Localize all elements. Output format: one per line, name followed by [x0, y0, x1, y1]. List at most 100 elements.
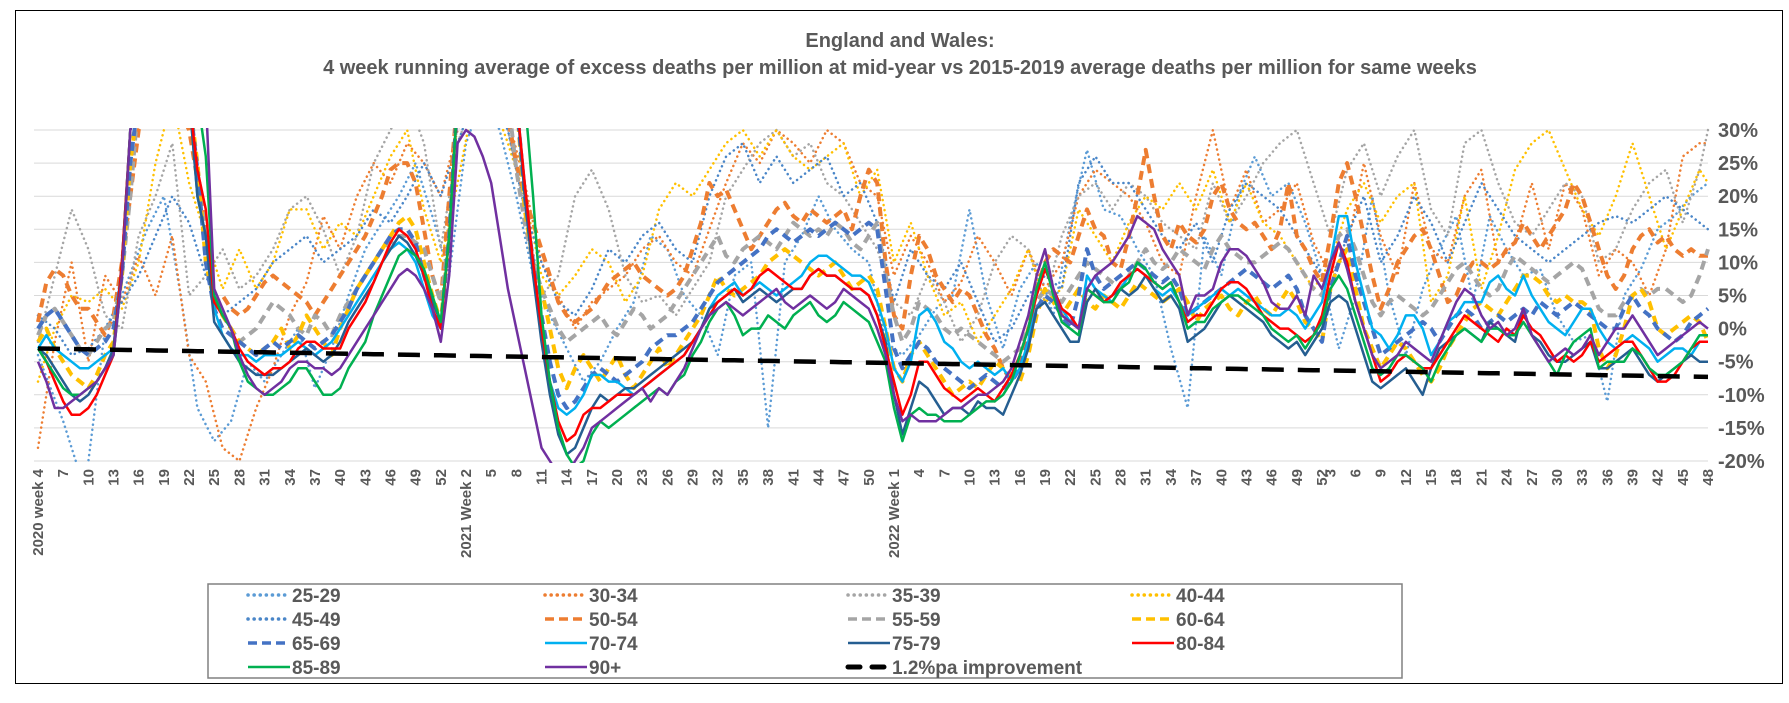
x-tick-label: 47	[836, 469, 853, 486]
x-tick-label: 2022 Week 1	[886, 469, 903, 558]
x-tick-label: 32	[710, 469, 727, 486]
legend-label: 35-39	[892, 586, 941, 607]
x-tick-label: 13	[987, 469, 1004, 486]
legend-label: 30-34	[589, 586, 638, 607]
series-line-1-2-pa-improvement	[37, 346, 1709, 380]
x-tick-label: 28	[231, 469, 248, 486]
x-axis-ticks: 2020 week 4 7 10 13 16 19 22 25 28 31 34 37 40 43 46 49…	[30, 468, 1717, 558]
x-tick-label: 25	[206, 469, 223, 486]
x-tick-label: 30	[1549, 469, 1566, 486]
y-tick-label: -15%	[1718, 418, 1765, 440]
series-line-45-49	[36, 128, 1710, 357]
legend-label: 65-69	[292, 634, 341, 655]
y-tick-label: 0%	[1718, 319, 1747, 341]
x-tick-label: 10	[962, 469, 979, 486]
x-tick-label: 20	[609, 469, 626, 486]
legend-label: 25-29	[292, 586, 341, 607]
chart-subtitle: 4 week running average of excess deaths …	[323, 57, 1477, 79]
x-tick-label: 13	[106, 469, 123, 486]
x-tick-label: 19	[1037, 469, 1054, 486]
x-tick-label: 23	[634, 469, 651, 486]
x-tick-label: 42	[1650, 469, 1667, 486]
legend: 25-29 30-34 35-39 40-44 45-49 50-54 55-59 60-64…	[246, 586, 1225, 679]
x-tick-label: 43	[1238, 469, 1255, 486]
legend-label: 75-79	[892, 634, 941, 655]
x-tick-label: 48	[1700, 469, 1717, 486]
y-tick-label: 10%	[1718, 252, 1758, 274]
legend-box	[207, 583, 1403, 679]
y-axis-ticks: 30% 25% 20% 15% 10% 5% 0% -5% -10% -15% -20%	[1718, 120, 1765, 473]
x-tick-label: 16	[1012, 469, 1029, 486]
y-tick-label: 20%	[1718, 186, 1758, 208]
x-tick-label: 14	[559, 468, 576, 485]
legend-label: 45-49	[292, 610, 341, 631]
x-tick-label: 25	[1087, 469, 1104, 486]
x-tick-label: 11	[534, 469, 551, 485]
legend-label: 70-74	[589, 634, 638, 655]
x-tick-label: 9	[1373, 469, 1390, 477]
x-tick-label: 27	[1524, 469, 1541, 486]
x-tick-label: 43	[357, 469, 374, 486]
x-tick-label: 22	[1062, 469, 1079, 486]
series-line-50-54	[36, 128, 1708, 384]
x-tick-label: 2020 week 4	[30, 468, 47, 555]
x-tick-label: 35	[735, 469, 752, 486]
series-lines	[36, 128, 1710, 463]
x-tick-label: 31	[1138, 469, 1155, 486]
chart-title: England and Wales:	[805, 30, 994, 52]
x-tick-label: 18	[1448, 469, 1465, 486]
x-tick-label: 34	[282, 468, 299, 485]
x-tick-label: 21	[1473, 469, 1490, 486]
series-line-80-84	[36, 128, 1708, 443]
x-tick-label: 22	[181, 469, 198, 486]
x-tick-label: 5	[483, 469, 500, 477]
x-tick-label: 15	[1423, 469, 1440, 486]
x-tick-label: 7	[55, 469, 72, 477]
x-tick-label: 46	[1264, 469, 1281, 486]
x-tick-label: 36	[1599, 469, 1616, 486]
series-line-75-79	[37, 128, 1708, 456]
x-tick-label: 44	[810, 468, 827, 485]
x-tick-label: 40	[332, 469, 349, 486]
x-tick-label: 50	[861, 469, 878, 486]
x-tick-label: 17	[584, 469, 601, 486]
y-tick-label: 5%	[1718, 286, 1747, 308]
legend-label: 55-59	[892, 610, 941, 631]
x-tick-label: 38	[760, 469, 777, 486]
legend-label: 60-64	[1176, 610, 1225, 631]
x-tick-label: 10	[80, 469, 97, 486]
x-tick-label: 4	[911, 468, 928, 477]
x-tick-label: 29	[685, 469, 702, 486]
y-tick-label: -10%	[1718, 385, 1765, 407]
x-tick-label: 37	[307, 469, 324, 486]
x-tick-label: 49	[408, 469, 425, 486]
legend-label: 80-84	[1176, 634, 1225, 655]
x-tick-label: 12	[1398, 469, 1415, 486]
y-tick-label: 25%	[1718, 153, 1758, 175]
x-tick-label: 45	[1675, 469, 1692, 486]
legend-label: 90+	[589, 658, 621, 679]
legend-label: 85-89	[292, 658, 341, 679]
legend-label: 50-54	[589, 610, 638, 631]
legend-label: 40-44	[1176, 586, 1225, 607]
x-tick-label: 39	[1624, 469, 1641, 486]
x-tick-label: 49	[1289, 469, 1306, 486]
x-tick-label: 3	[1322, 469, 1339, 477]
series-line-85-89	[36, 128, 1708, 463]
legend-label: 1.2%pa improvement	[892, 658, 1083, 679]
x-tick-label: 52	[1314, 469, 1331, 486]
y-tick-label: 30%	[1718, 120, 1758, 142]
y-tick-label: -5%	[1718, 352, 1754, 374]
x-tick-label: 26	[659, 469, 676, 486]
x-tick-label: 37	[1188, 469, 1205, 486]
x-tick-label: 52	[433, 469, 450, 486]
series-line-90-	[36, 128, 1709, 463]
x-tick-label: 28	[1113, 469, 1130, 486]
y-tick-label: 15%	[1718, 219, 1758, 241]
series-line-35-39	[36, 128, 1710, 344]
x-tick-label: 2021 Week 2	[458, 469, 475, 558]
x-tick-label: 24	[1499, 468, 1516, 485]
chart-frame	[15, 10, 1783, 684]
y-tick-label: -20%	[1718, 451, 1765, 473]
